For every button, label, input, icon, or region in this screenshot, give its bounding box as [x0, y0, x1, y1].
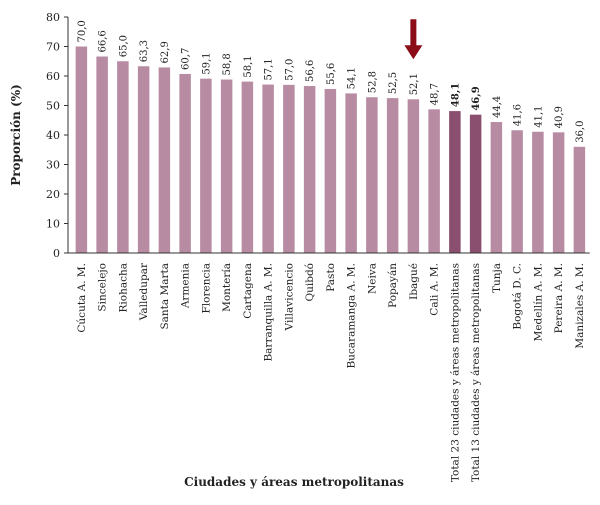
y-tick-label-60: 60: [46, 70, 60, 83]
category-label-florencia: Florencia: [200, 263, 212, 313]
marker-arrow-ibague: [404, 19, 423, 60]
bar-manizales-a-m: [573, 146, 586, 253]
category-label-total-23-ciudades-y-areas-metropolitanas: Total 23 ciudades y áreas metropolitanas: [449, 263, 461, 482]
category-label-barranquilla-a-m: Barranquilla A. M.: [263, 263, 275, 362]
y-axis-title: Proporción (%): [9, 84, 23, 186]
category-label-quibdo: Quibdó: [304, 263, 316, 302]
category-label-pereira-a-m: Pereira A. M.: [553, 263, 565, 333]
bar-quibdo: [303, 86, 316, 253]
value-label-quibdo: 56,6: [305, 60, 316, 82]
bar-santa-marta: [158, 67, 171, 253]
bar-armenia: [179, 73, 191, 253]
value-label-cali-a-m: 48,7: [430, 83, 441, 105]
value-label-florencia: 59,1: [201, 52, 212, 74]
y-tick-label-0: 0: [53, 247, 60, 260]
value-labels-layer: 70,0 66,6 65,0 63,3 62,9 60,7 59,1 58,8 58,1 57,1…: [77, 20, 586, 143]
value-label-neiva: 52,8: [367, 71, 378, 93]
category-label-santa-marta: Santa Marta: [159, 263, 171, 330]
value-label-riohacha: 65,0: [118, 35, 129, 57]
bar-sincelejo: [96, 56, 108, 253]
y-tick-label-20: 20: [46, 188, 60, 201]
x-axis-title: Ciudades y áreas metropolitanas: [184, 475, 404, 489]
value-label-pasto: 55,6: [326, 63, 337, 85]
value-label-armenia: 60,7: [181, 48, 192, 70]
bar-cucuta-a-m: [75, 46, 88, 253]
value-label-bucaramanga-a-m: 54,1: [347, 67, 358, 89]
y-tick-label-30: 30: [46, 159, 60, 172]
category-label-armenia: Armenia: [180, 263, 192, 309]
y-tick-label-40: 40: [46, 129, 60, 142]
bar-bogota-d-c: [511, 130, 523, 253]
bar-cali-a-m: [428, 109, 440, 253]
value-label-santa-marta: 62,9: [160, 41, 171, 63]
value-label-barranquilla-a-m: 57,1: [264, 58, 275, 80]
category-label-total-13-ciudades-y-areas-metropolitanas: Total 13 ciudades y áreas metropolitanas: [470, 263, 482, 482]
bar-medellin-a-m: [532, 131, 544, 253]
value-label-valledupar: 63,3: [139, 40, 150, 62]
bar-riohacha: [117, 61, 129, 253]
bar-barranquilla-a-m: [262, 84, 274, 253]
category-label-cali-a-m: Cali A. M.: [429, 263, 441, 316]
value-label-bogota-d-c: 41,6: [513, 104, 524, 126]
y-tick-label-10: 10: [46, 218, 60, 231]
bar-florencia: [200, 78, 212, 253]
category-label-tunja: Tunja: [491, 263, 503, 293]
bar-monteria: [220, 79, 233, 253]
category-labels-layer: Cúcuta A. M. Sincelejo Riohacha Valledupar S…: [76, 262, 586, 482]
bar-total-23-ciudades-y-areas-metropolitanas: [449, 111, 461, 253]
category-label-pasto: Pasto: [325, 263, 337, 292]
value-label-total-23-ciudades-y-areas-metropolitanas: 48,1: [450, 83, 461, 107]
axes-layer: 0 10 20 30 40 50 60 70 80: [46, 11, 590, 260]
bar-villavicencio: [283, 84, 295, 253]
bar-ibague: [407, 99, 420, 253]
y-tick-label-80: 80: [46, 11, 60, 24]
bar-pasto: [324, 88, 337, 253]
value-label-pereira-a-m: 40,9: [554, 106, 565, 128]
category-label-bucaramanga-a-m: Bucaramanga A. M.: [346, 263, 358, 369]
bars-layer: [75, 19, 586, 254]
value-label-ibague: 52,1: [409, 73, 420, 95]
bar-bucaramanga-a-m: [345, 93, 357, 253]
bar-total-13-ciudades-y-areas-metropolitanas: [469, 114, 482, 254]
value-label-cartagena: 58,1: [243, 55, 254, 77]
value-label-manizales-a-m: 36,0: [575, 121, 586, 143]
bar-popayan: [386, 98, 399, 254]
value-label-sincelejo: 66,6: [98, 30, 109, 52]
value-label-medellin-a-m: 41,1: [533, 105, 544, 127]
value-label-total-13-ciudades-y-areas-metropolitanas: 46,9: [471, 86, 482, 110]
bar-pereira-a-m: [552, 132, 565, 253]
category-label-manizales-a-m: Manizales A. M.: [574, 263, 586, 349]
value-label-cucuta-a-m: 70,0: [77, 20, 88, 42]
y-tick-label-50: 50: [46, 100, 60, 113]
category-label-valledupar: Valledupar: [138, 262, 150, 321]
category-label-popayan: Popayán: [387, 263, 399, 308]
category-label-monteria: Montería: [221, 263, 233, 312]
bar-valledupar: [137, 66, 150, 253]
category-label-medellin-a-m: Medellín A. M.: [532, 263, 544, 341]
category-label-villavicencio: Villavicencio: [283, 263, 295, 331]
category-label-neiva: Neiva: [366, 263, 378, 294]
value-label-monteria: 58,8: [222, 53, 233, 75]
value-label-popayan: 52,5: [388, 72, 399, 94]
category-label-ibague: Ibagué: [408, 263, 420, 300]
category-label-cartagena: Cartagena: [242, 263, 254, 319]
category-label-riohacha: Riohacha: [117, 263, 129, 313]
category-label-cucuta-a-m: Cúcuta A. M.: [76, 263, 88, 333]
category-label-sincelejo: Sincelejo: [97, 263, 109, 312]
value-label-tunja: 44,4: [492, 96, 503, 118]
category-label-bogota-d-c: Bogotá D. C.: [512, 263, 524, 330]
bar-tunja: [490, 122, 503, 254]
bar-cartagena: [241, 81, 254, 253]
value-label-villavicencio: 57,0: [284, 59, 295, 81]
y-tick-label-70: 70: [46, 41, 60, 54]
bar-neiva: [366, 97, 378, 254]
